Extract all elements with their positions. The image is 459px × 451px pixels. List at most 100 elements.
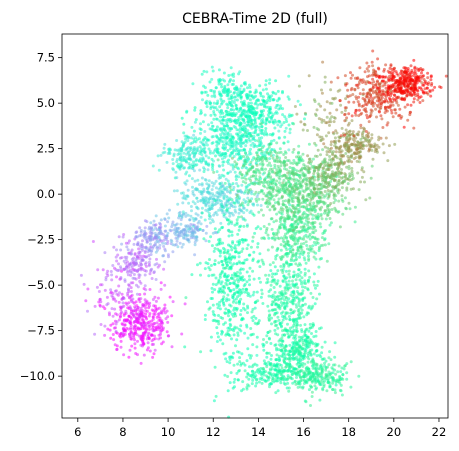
data-point-1894 [264,87,268,91]
data-point-4953 [328,155,332,158]
data-point-953 [186,139,190,143]
data-point-3259 [292,270,296,274]
data-point-595 [120,242,124,246]
data-point-3409 [275,358,279,362]
data-point-1528 [264,83,268,87]
data-point-4816 [297,202,301,206]
data-point-336 [140,325,144,329]
data-point-3397 [323,340,327,344]
data-point-765 [170,225,174,229]
data-point-4272 [297,144,301,148]
data-point-4390 [268,208,272,212]
data-point-2261 [198,227,202,231]
data-point-2983 [251,293,255,297]
data-point-3863 [302,251,306,254]
data-point-2027 [253,102,257,106]
data-point-2960 [285,296,289,300]
data-point-4114 [257,210,261,214]
data-point-3104 [289,308,293,312]
data-point-3247 [273,272,277,276]
data-point-2098 [241,128,245,132]
data-point-3292 [273,265,277,269]
data-point-4973 [313,141,317,145]
data-point-1342 [207,212,211,215]
data-point-628 [130,271,134,274]
data-point-626 [114,255,118,259]
data-point-466 [113,297,116,301]
data-point-3524 [295,329,299,333]
data-point-3676 [295,376,298,379]
data-point-4450 [264,167,267,171]
data-point-3686 [326,381,330,385]
data-point-3391 [286,332,290,336]
data-point-1359 [177,214,181,218]
data-point-4337 [255,153,259,157]
data-point-3293 [295,327,299,330]
data-point-1817 [211,135,215,138]
data-point-335 [140,318,144,321]
data-point-4909 [337,188,341,192]
data-point-2588 [251,307,255,311]
data-point-3522 [303,354,306,358]
data-point-4848 [296,209,300,213]
data-point-2446 [215,243,219,247]
data-point-1749 [238,156,242,160]
data-point-2549 [244,238,248,242]
data-point-1829 [234,140,238,144]
data-point-2254 [252,250,256,254]
data-point-821 [154,236,158,240]
data-point-3880 [318,222,322,226]
data-point-2592 [225,299,228,303]
data-point-3691 [293,357,297,361]
data-point-2673 [239,329,243,333]
data-point-1722 [248,163,252,167]
data-point-552 [103,251,107,255]
data-point-2137 [260,125,264,129]
data-point-1261 [233,208,237,212]
data-point-2438 [183,345,187,349]
data-point-915 [184,234,187,238]
data-point-4217 [297,161,301,165]
data-point-4084 [286,243,290,247]
data-point-2676 [237,350,241,354]
data-point-2449 [227,308,231,312]
data-point-743 [165,236,169,240]
data-point-2659 [223,311,227,315]
data-point-3509 [283,361,287,365]
data-point-2149 [259,142,263,146]
data-point-4661 [265,198,269,202]
data-point-4615 [309,212,313,216]
data-point-2814 [285,386,289,390]
data-point-1070 [182,166,186,170]
data-point-2645 [229,276,233,280]
data-point-383 [115,275,118,279]
data-point-4706 [290,197,294,201]
data-point-611 [119,265,122,269]
data-point-3999 [302,237,306,241]
data-point-2499 [218,307,222,311]
data-point-1822 [218,151,222,155]
data-point-3394 [298,338,301,342]
data-point-1007 [157,168,161,172]
data-point-2827 [251,378,255,382]
data-point-2052 [229,120,233,124]
data-point-1422 [219,176,223,179]
data-point-747 [139,229,143,232]
data-point-215 [145,328,148,332]
data-point-4618 [274,194,278,198]
data-point-579 [121,235,125,239]
data-point-741 [143,229,147,233]
data-point-2586 [259,295,263,299]
data-point-382 [128,295,132,299]
data-point-4244 [241,201,244,205]
data-point-707 [136,241,140,245]
data-point-3455 [299,323,302,327]
data-point-562 [136,268,140,272]
data-point-1067 [179,162,183,166]
data-point-1896 [287,74,291,78]
data-point-3451 [290,347,294,351]
data-point-2158 [253,118,257,122]
data-point-1337 [223,188,227,192]
data-point-4360 [243,160,247,164]
data-point-4050 [285,236,288,240]
